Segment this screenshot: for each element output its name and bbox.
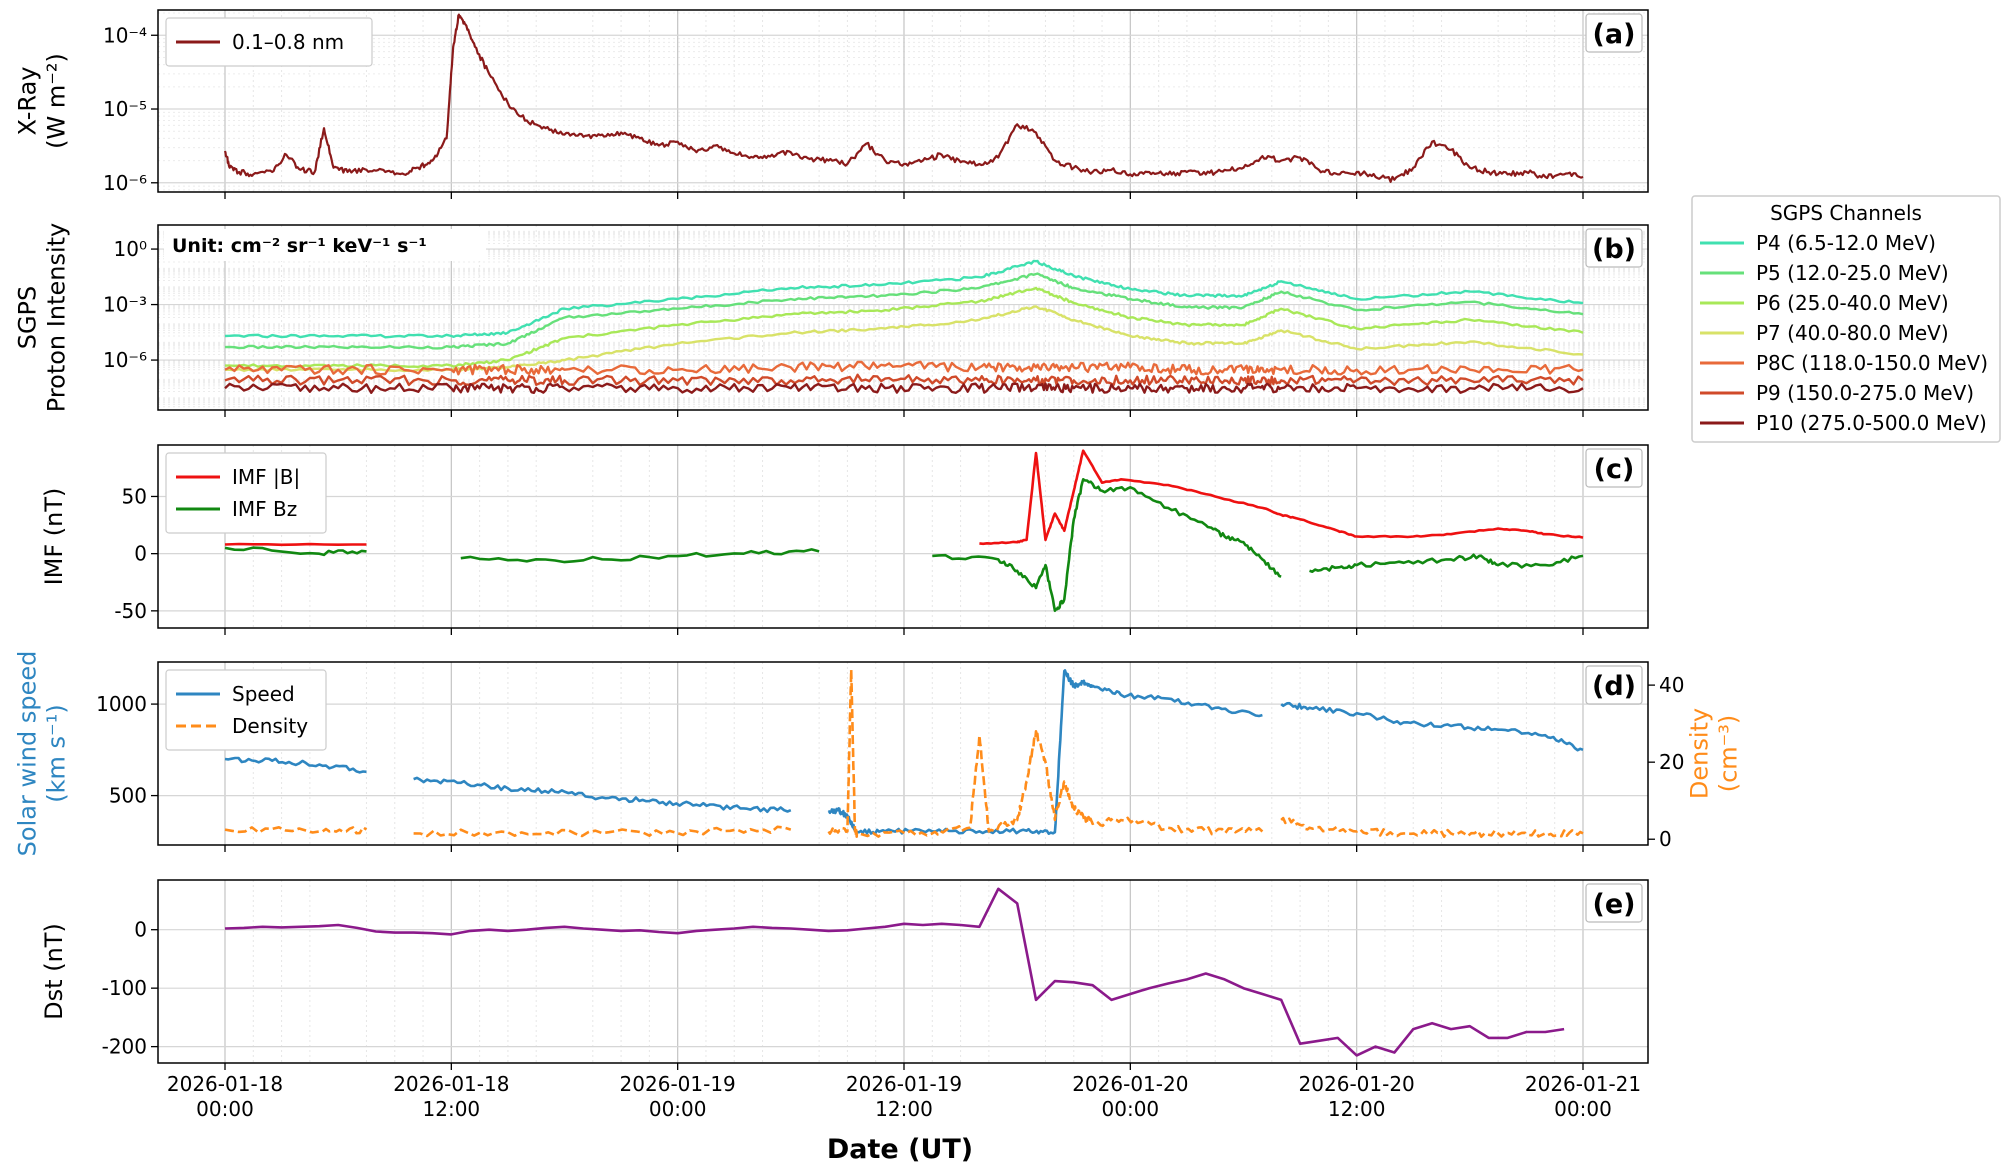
panel-label: (e)	[1593, 889, 1636, 920]
panel-b: 10⁻⁶ 10⁻³ 10⁰ (b) SGPS Proton Intensity Unit: …	[14, 223, 1649, 417]
y-axis-label: Solar wind speed	[14, 651, 42, 857]
y-tick-label: 0	[134, 918, 147, 942]
legend-box	[165, 669, 327, 751]
x-tick-label-date: 2026-01-20	[1072, 1072, 1188, 1096]
series-line-p9-150-0-275-0-mev	[224, 373, 1584, 387]
y-tick-label: 10⁻⁶	[103, 171, 147, 195]
legend-label-p7-40-0-80-0-mev: P7 (40.0-80.0 MeV)	[1756, 321, 1949, 345]
legend-box	[165, 17, 373, 67]
panel-a: 10⁻⁶ 10⁻⁵ 10⁻⁴ (a) X-Ray (W m⁻²) 0.1–0.8 nm	[14, 9, 1649, 199]
panel-c: -50 0 50 (c) IMF (nT) IMF |B| IMF Bz	[40, 444, 1649, 635]
panel-label-box	[1585, 13, 1643, 53]
axes-frame	[157, 444, 1649, 629]
y-axis-label: X-Ray	[14, 67, 42, 136]
x-tick-label-date: 2026-01-18	[393, 1072, 509, 1096]
x-tick-label-date: 2026-01-20	[1299, 1072, 1415, 1096]
y-axis-label: SGPS	[14, 286, 42, 350]
y2-tick-label: 40	[1659, 673, 1684, 697]
series-line-imf-b	[224, 449, 1584, 547]
y-axis-label: (W m⁻²)	[43, 53, 71, 149]
unit-label: Unit: cm⁻² sr⁻¹ keV⁻¹ s⁻¹	[172, 235, 427, 257]
legend-label-p8c-118-0-150-0-mev: P8C (118.0-150.0 MeV)	[1756, 351, 1988, 375]
legend-box	[165, 452, 327, 534]
series-line-p7-40-0-80-0-mev	[224, 305, 1584, 373]
series-line-p5-12-0-25-0-mev	[224, 272, 1584, 350]
y-tick-label: 10⁻⁶	[103, 348, 147, 372]
legend-label-p6-25-0-40-0-mev: P6 (25.0-40.0 MeV)	[1756, 291, 1949, 315]
x-tick-label-date: 2026-01-19	[846, 1072, 962, 1096]
legend-label-p4-6-5-12-0-mev: P4 (6.5-12.0 MeV)	[1756, 231, 1936, 255]
panel-label-box	[1585, 228, 1643, 268]
panel-label: (b)	[1592, 234, 1636, 265]
series-line-p6-25-0-40-0-mev	[225, 286, 1584, 369]
legend-label-p10-275-0-500-0-mev: P10 (275.0-500.0 MeV)	[1756, 411, 1987, 435]
panel-e: -200 -100 0 (e) Dst (nT)	[40, 879, 1649, 1070]
x-tick-label-time: 12:00	[875, 1097, 933, 1121]
legend-label-p5-12-0-25-0-mev: P5 (12.0-25.0 MeV)	[1756, 261, 1949, 285]
y-tick-label: -100	[102, 976, 147, 1000]
y-tick-label: 10⁻³	[103, 293, 147, 317]
panel-label-box	[1585, 883, 1643, 923]
axes-frame	[157, 224, 1649, 411]
y2-axis-label: (cm⁻³)	[1715, 715, 1743, 793]
legend-label-speed: Speed	[232, 682, 295, 706]
y-tick-label: -50	[114, 599, 147, 623]
series-line-imf-bz	[224, 478, 1584, 613]
unit-label-bg	[164, 229, 486, 261]
y-tick-label: 10⁰	[114, 237, 147, 261]
y-tick-label: 1000	[96, 692, 147, 716]
legend-label-imf-b: IMF |B|	[232, 465, 300, 489]
y-tick-label: 10⁻⁴	[103, 23, 147, 47]
panel-label-box	[1585, 448, 1643, 488]
x-axis-label: Date (UT)	[827, 1134, 973, 1165]
x-tick-label-date: 2026-01-21	[1525, 1072, 1641, 1096]
series-line-p8c-118-0-150-0-mev	[224, 360, 1584, 376]
y2-tick-label: 0	[1659, 827, 1672, 851]
series-line-speed	[224, 669, 1584, 836]
axes-frame	[157, 9, 1649, 193]
y-tick-label: 50	[122, 484, 147, 508]
y-axis-label: Dst (nT)	[40, 923, 68, 1020]
legend-label-density: Density	[232, 714, 308, 738]
y-axis-label: IMF (nT)	[40, 488, 68, 586]
series-line-p4-6-5-12-0-mev	[224, 259, 1584, 339]
panel-label-box	[1585, 665, 1643, 705]
x-tick-label-time: 00:00	[1102, 1097, 1160, 1121]
y2-axis-label: Density	[1686, 708, 1714, 799]
series-line-dst	[224, 887, 1565, 1057]
panel-label: (a)	[1593, 19, 1636, 50]
legend-label-p9-150-0-275-0-mev: P9 (150.0-275.0 MeV)	[1756, 381, 1974, 405]
legend-panel-b: SGPS Channels P4 (6.5-12.0 MeV) P5 (12.0-…	[1691, 195, 2001, 443]
legend-b-box	[1691, 195, 2001, 443]
x-tick-label-time: 12:00	[1328, 1097, 1386, 1121]
panel-label: (d)	[1592, 671, 1636, 702]
axes-frame	[157, 879, 1649, 1064]
x-tick-label-time: 00:00	[1554, 1097, 1612, 1121]
legend-label-0-1-0-8-nm: 0.1–0.8 nm	[232, 30, 344, 54]
series-line-p10-275-0-500-0-mev	[224, 382, 1584, 394]
x-tick-label-date: 2026-01-19	[620, 1072, 736, 1096]
y-tick-label: 10⁻⁵	[103, 97, 147, 121]
y-tick-label: 0	[134, 542, 147, 566]
series-line-0-1-0-8-nm	[223, 13, 1584, 183]
legend-b-title: SGPS Channels	[1770, 201, 1922, 225]
x-tick-label-time: 00:00	[649, 1097, 707, 1121]
y-axis-label: Proton Intensity	[43, 223, 71, 412]
y-tick-label: 500	[109, 784, 147, 808]
y-tick-label: -200	[102, 1035, 147, 1059]
legend-label-imf-bz: IMF Bz	[232, 497, 297, 521]
y-axis-label: (km s⁻¹)	[43, 704, 71, 802]
axes-frame	[157, 661, 1649, 846]
y2-tick-label: 20	[1659, 750, 1684, 774]
x-tick-label-time: 12:00	[423, 1097, 481, 1121]
x-tick-label-time: 00:00	[196, 1097, 254, 1121]
x-tick-label-date: 2026-01-18	[167, 1072, 283, 1096]
panel-label: (c)	[1594, 454, 1635, 485]
